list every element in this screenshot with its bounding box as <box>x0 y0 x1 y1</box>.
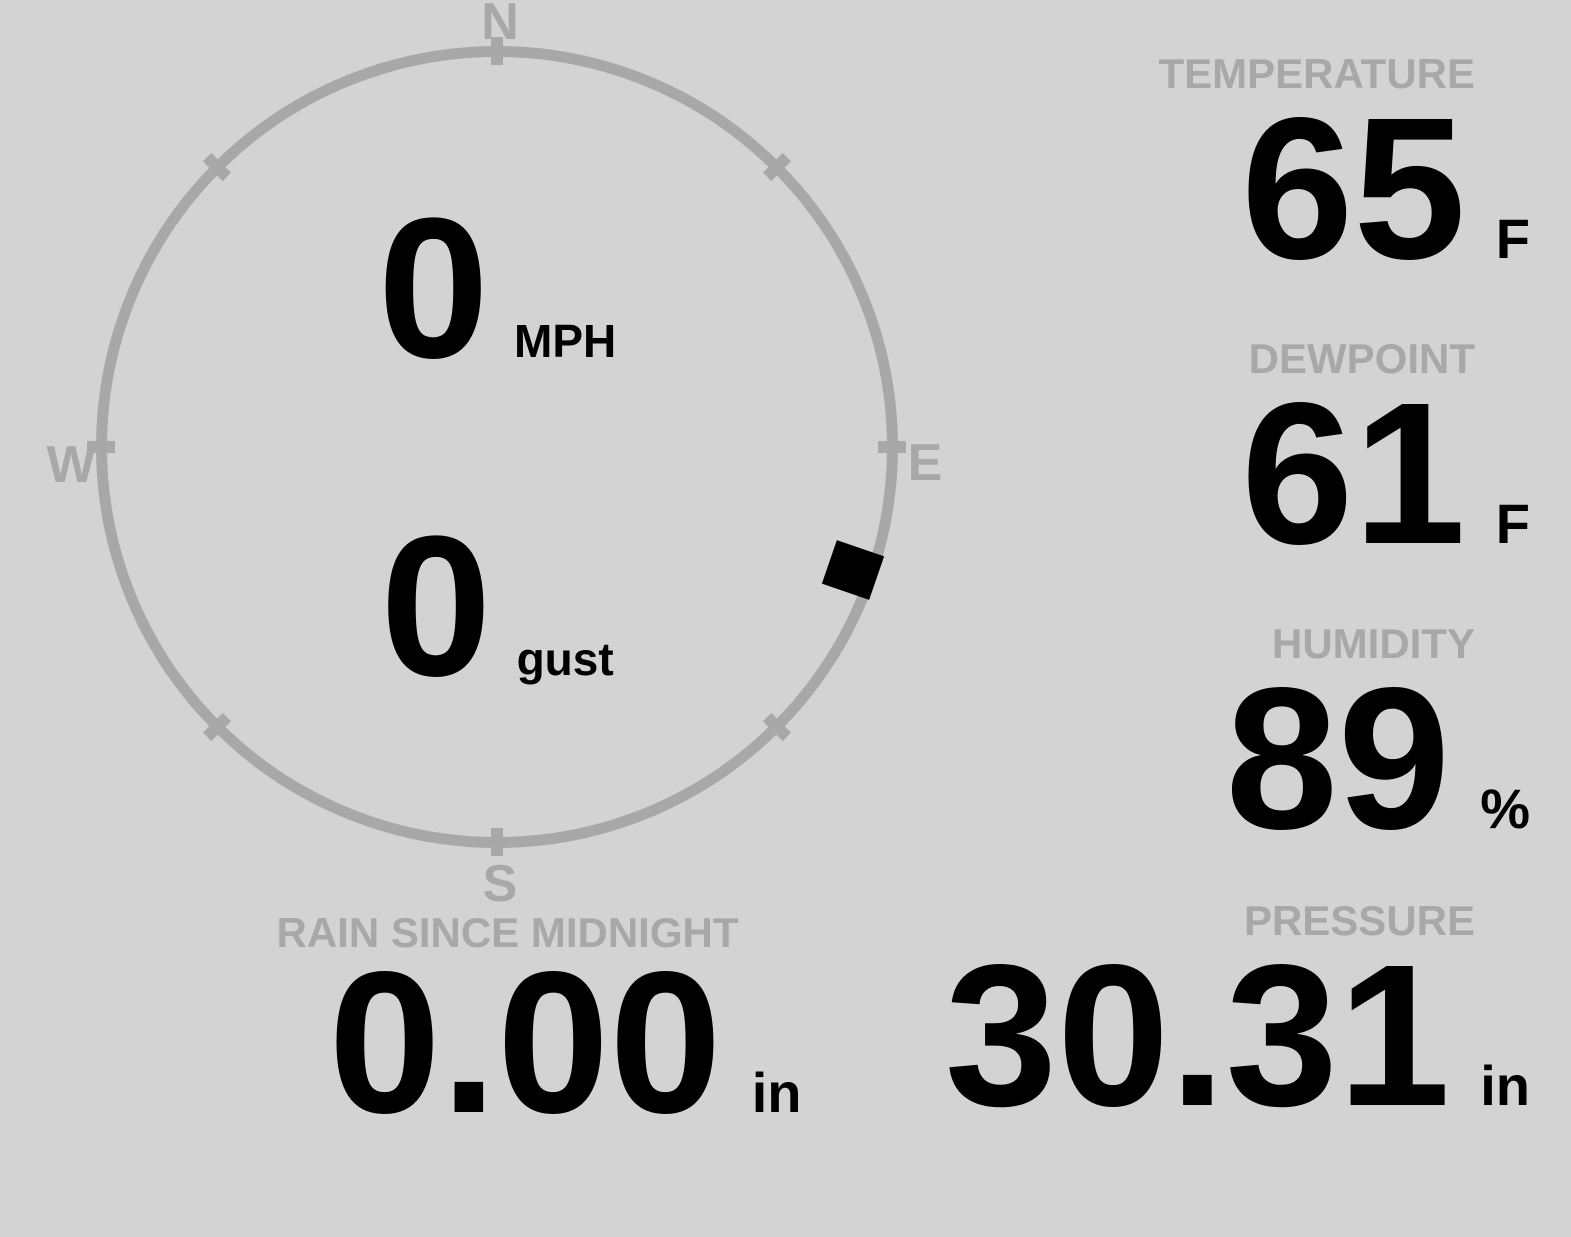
direction-label-north: N <box>481 0 519 51</box>
dewpoint-value: 61 <box>1241 360 1466 586</box>
compass-tick-e <box>878 441 906 453</box>
wind-speed-unit: MPH <box>514 315 617 367</box>
humidity-label: HUMIDITY <box>1272 620 1475 667</box>
metric-rain: RAIN SINCE MIDNIGHT 0.00 in <box>230 909 870 1144</box>
wind-gust-value: 0 <box>380 495 492 718</box>
metric-humidity: HUMIDITY 89% <box>1226 620 1530 860</box>
pressure-value: 30.31 <box>944 922 1451 1148</box>
wind-speed-reading: 0 MPH <box>378 189 616 389</box>
direction-label-south: S <box>482 855 518 913</box>
metric-temperature: TEMPERATURE 65 F <box>1158 50 1530 290</box>
compass-tick-s <box>491 828 503 856</box>
dewpoint-label: DEWPOINT <box>1248 335 1475 382</box>
temperature-value: 65 <box>1241 75 1466 301</box>
rain-label: RAIN SINCE MIDNIGHT <box>276 909 739 956</box>
rain-unit: in <box>751 1061 802 1124</box>
rain-value: 0.00 <box>328 929 722 1155</box>
direction-label-east: E <box>907 434 943 492</box>
humidity-value: 89 <box>1225 645 1451 871</box>
metric-dewpoint: DEWPOINT 61 F <box>1241 335 1530 575</box>
metric-pressure: PRESSURE 30.31 in <box>945 897 1530 1137</box>
humidity-unit: % <box>1480 777 1530 840</box>
dewpoint-unit: F <box>1495 492 1530 555</box>
pressure-label: PRESSURE <box>1243 897 1475 944</box>
wind-gust-reading: 0 gust <box>380 507 613 707</box>
temperature-label: TEMPERATURE <box>1158 50 1475 97</box>
compass-tick-n <box>491 37 503 65</box>
wind-gust-unit: gust <box>516 633 614 685</box>
direction-label-west: W <box>46 436 96 494</box>
wind-speed-value: 0 <box>377 177 489 400</box>
temperature-unit: F <box>1495 207 1530 270</box>
pressure-unit: in <box>1480 1054 1530 1117</box>
